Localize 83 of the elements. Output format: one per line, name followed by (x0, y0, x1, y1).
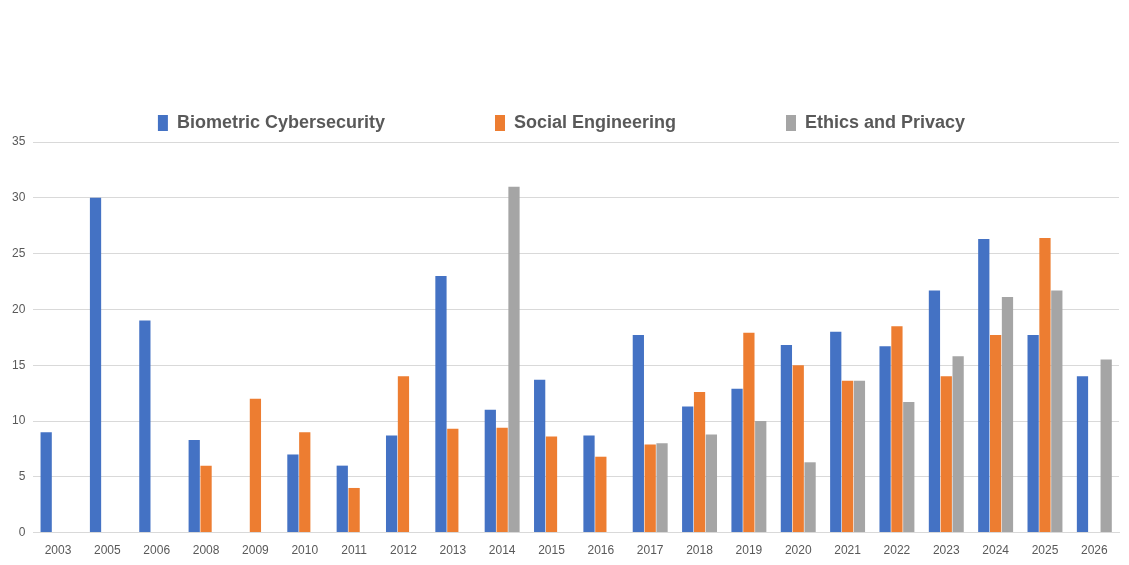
bar (545, 436, 558, 533)
x-tick-label: 2023 (932, 543, 960, 558)
x-tick-label: 2020 (784, 543, 812, 558)
x-tick-label: 2009 (242, 543, 270, 558)
bar (348, 487, 360, 533)
bar (447, 428, 459, 533)
bar (891, 326, 903, 533)
x-tick-label: 2017 (636, 543, 664, 558)
x-tick-label: 2003 (44, 543, 72, 558)
bar (397, 376, 410, 533)
bar (287, 454, 299, 533)
x-tick-label: 2026 (1080, 543, 1108, 558)
bar (1027, 335, 1039, 533)
x-tick-label: 2015 (538, 543, 566, 558)
bar (139, 320, 151, 533)
x-tick-label: 2013 (439, 543, 467, 558)
bar (682, 406, 694, 533)
bar (853, 380, 866, 533)
bar (484, 409, 496, 533)
bar (336, 465, 348, 533)
bar (1100, 359, 1112, 533)
x-tick-label: 2008 (192, 543, 220, 558)
x-tick-label: 2016 (587, 543, 615, 558)
bar (632, 335, 644, 533)
bar (40, 432, 52, 533)
bar (188, 439, 200, 533)
bar (1076, 376, 1089, 533)
bar (928, 290, 941, 533)
bar (496, 427, 508, 533)
bar (792, 365, 804, 533)
y-tick-label: 20 (11, 301, 26, 316)
bar (830, 331, 842, 533)
bar (731, 388, 743, 533)
x-tick-label: 2018 (686, 543, 714, 558)
x-tick-label: 2019 (735, 543, 763, 558)
x-tick-label: 2011 (341, 543, 368, 558)
bar (903, 402, 915, 533)
x-tick-label: 2022 (883, 543, 911, 558)
bar (804, 462, 816, 533)
bar (656, 443, 668, 533)
bar (385, 435, 398, 533)
x-tick-label: 2025 (1031, 543, 1059, 558)
bar (200, 465, 212, 533)
bar (583, 435, 595, 533)
legend-label: Biometric Cybersecurity (176, 111, 385, 132)
bar (644, 444, 656, 533)
x-tick-label: 2010 (291, 543, 319, 558)
y-tick-label: 10 (11, 413, 26, 428)
y-tick-label: 15 (11, 357, 26, 372)
bar (595, 456, 607, 533)
x-tick-label: 2005 (94, 543, 122, 558)
bar (435, 275, 447, 533)
bar (780, 345, 793, 533)
bar (879, 346, 891, 533)
bar (693, 391, 706, 533)
x-tick-label: 2024 (982, 543, 1010, 558)
y-tick-label: 5 (18, 469, 26, 484)
legend-label: Ethics and Privacy (805, 111, 966, 132)
y-tick-label: 35 (11, 134, 26, 149)
bar (1001, 297, 1014, 533)
bar (534, 379, 546, 533)
bar (978, 239, 990, 533)
x-tick-label: 2014 (488, 543, 516, 558)
legend-label: Social Engineering (513, 111, 677, 132)
bar (299, 432, 311, 533)
y-tick-label: 0 (18, 524, 26, 539)
bar (743, 332, 755, 533)
x-tick-label: 2006 (143, 543, 171, 558)
bar (705, 434, 718, 533)
bar (755, 421, 767, 533)
bar (990, 335, 1002, 533)
x-tick-label: 2012 (390, 543, 418, 558)
y-tick-label: 30 (11, 190, 26, 205)
bar (89, 197, 102, 533)
bar (249, 398, 262, 533)
bar (841, 380, 854, 533)
bar (1039, 237, 1051, 533)
x-tick-label: 2021 (834, 543, 862, 558)
y-tick-label: 25 (11, 245, 26, 260)
bar (1051, 290, 1063, 533)
bar (508, 186, 520, 533)
bar (952, 356, 964, 533)
bar (940, 376, 952, 533)
